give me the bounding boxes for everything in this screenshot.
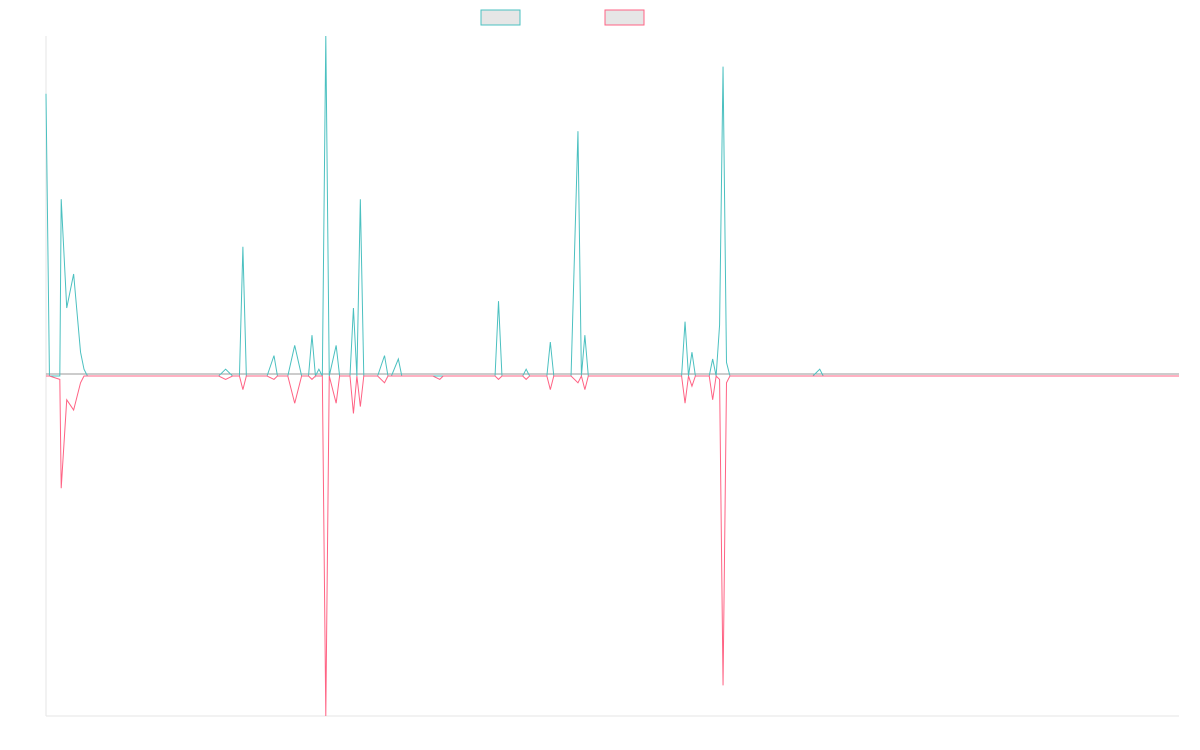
series-2 (46, 374, 1179, 717)
legend-swatch-series-2[interactable] (604, 9, 645, 26)
legend (480, 9, 645, 26)
series-1-line (45, 35, 1179, 378)
series-layer (45, 35, 1179, 717)
series-1 (45, 35, 1179, 378)
legend-swatch-series-1[interactable] (480, 9, 521, 26)
series-2-line (46, 374, 1179, 717)
